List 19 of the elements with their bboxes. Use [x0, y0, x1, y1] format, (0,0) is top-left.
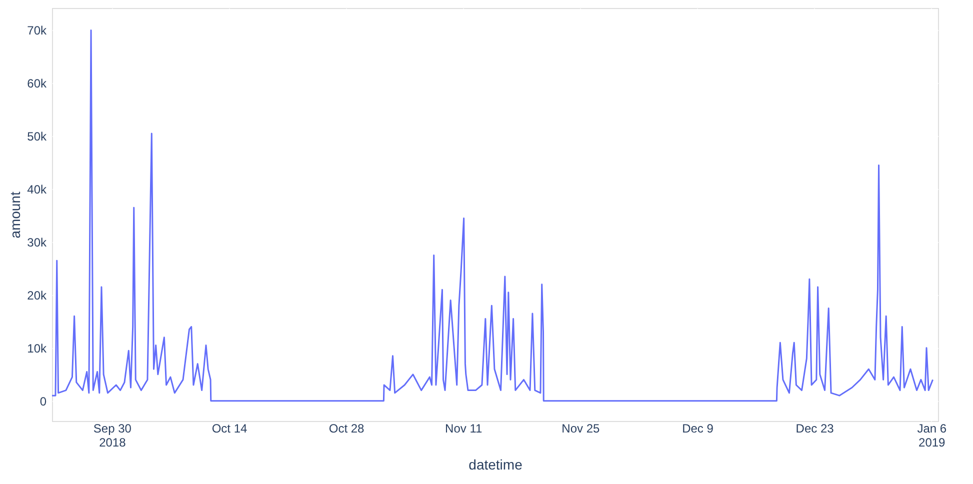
y-tick-label: 20k — [27, 288, 48, 302]
x-tick-label: Nov 25 — [562, 422, 600, 436]
y-tick-label: 60k — [27, 76, 48, 91]
y-tick-label: 30k — [27, 236, 48, 250]
y-tick-label: 0 — [40, 394, 47, 408]
line-series — [51, 29, 934, 402]
y-tick-label: 70k — [27, 24, 48, 38]
x-tick-label: Jan 6 2019 — [917, 422, 947, 450]
x-tick-label: Dec 23 — [796, 422, 834, 436]
x-tick-label: Sep 30 2018 — [93, 422, 132, 450]
y-tick-label: 10k — [27, 341, 48, 356]
y-axis-title: amount — [7, 192, 24, 238]
y-tick-label: 50k — [27, 130, 48, 144]
x-axis-title: datetime — [468, 456, 523, 472]
y-tick-label: 40k — [27, 182, 48, 197]
x-tick-label: Dec 9 — [682, 422, 714, 436]
x-tick-label: Oct 14 — [212, 422, 248, 436]
x-tick-label: Oct 28 — [328, 422, 365, 436]
x-tick-label: Nov 11 — [445, 422, 483, 436]
